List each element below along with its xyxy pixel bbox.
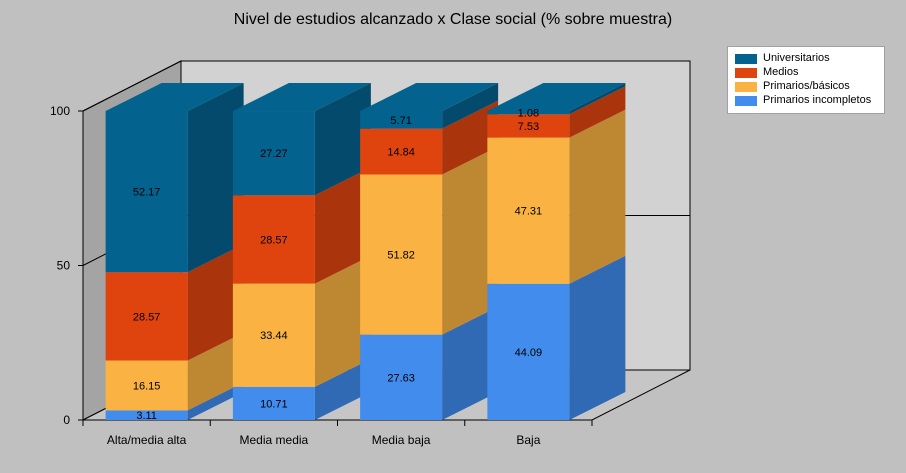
data-label: 27.63: [387, 372, 415, 384]
bar-segment: [232, 111, 315, 196]
bar-segment: [232, 386, 315, 420]
legend-swatch: [735, 96, 757, 106]
bar-side: [187, 83, 244, 273]
x-tick-label: Media media: [240, 433, 309, 447]
bar-side: [442, 146, 499, 335]
bar-side: [569, 109, 626, 284]
legend-swatch: [735, 68, 757, 78]
data-label: 10.71: [260, 398, 288, 410]
bar-top: [105, 83, 244, 111]
data-label: 44.09: [515, 347, 543, 359]
bar-side: [314, 255, 371, 387]
bar-side: [187, 332, 244, 411]
bar-segment: [105, 360, 188, 411]
legend-label: Primarios incompletos: [763, 94, 872, 106]
y-tick-label: 50: [57, 259, 71, 273]
bar-segment: [360, 111, 443, 129]
bar-segment: [360, 334, 443, 420]
bar-side: [569, 82, 626, 115]
bar-side: [442, 306, 499, 420]
data-label: 16.15: [133, 380, 161, 392]
data-label: 52.17: [133, 187, 161, 199]
legend-label: Universitarios: [763, 52, 830, 64]
data-label: 1.08: [518, 108, 539, 120]
x-tick-label: Baja: [516, 433, 540, 447]
legend: Universitarios Medios Primarios/básicos Pri…: [727, 46, 885, 114]
y-tick-label: 100: [50, 104, 70, 118]
chart-title: Nivel de estudios alcanzado x Clase soci…: [233, 11, 673, 28]
data-label: 5.71: [390, 115, 411, 127]
legend-label: Primarios/básicos: [763, 80, 850, 92]
bar-side: [314, 358, 371, 420]
data-label: 7.53: [518, 121, 539, 133]
bar-segment: [360, 128, 443, 175]
bar-segment: [487, 110, 570, 115]
data-label: 33.44: [260, 330, 288, 342]
bar-segment: [105, 272, 188, 361]
bar-side: [569, 86, 626, 138]
bar-segment: [487, 114, 570, 138]
data-label: 3.11: [136, 410, 157, 422]
legend-label: Medios: [763, 66, 799, 78]
bar-top: [487, 82, 626, 111]
bar-side: [442, 100, 499, 175]
legend-swatch: [735, 82, 757, 92]
bar-segment: [232, 195, 315, 284]
data-label: 27.27: [260, 148, 288, 160]
gridline: [82, 60, 690, 112]
bar-segment: [360, 174, 443, 335]
bar-side: [187, 244, 244, 361]
bar-segment: [487, 137, 570, 284]
bar-segment: [232, 283, 315, 387]
data-label: 28.57: [133, 311, 161, 323]
bar-segment: [105, 410, 188, 420]
bar-segment: [487, 283, 570, 420]
data-label: 28.57: [260, 234, 288, 246]
bar-side: [314, 167, 371, 284]
bar-side: [442, 83, 499, 129]
bar-side: [569, 255, 626, 420]
bar-top: [232, 83, 371, 112]
x-tick-label: Alta/media alta: [107, 433, 187, 447]
data-label: 14.84: [387, 147, 415, 159]
bar-side: [314, 83, 371, 196]
data-label: 51.82: [387, 250, 415, 262]
bar-side: [187, 382, 244, 420]
legend-swatch: [735, 54, 757, 64]
bar-segment: [105, 111, 188, 273]
x-tick-label: Media baja: [372, 433, 431, 447]
bar-top: [360, 83, 499, 111]
data-label: 47.31: [515, 206, 543, 218]
y-tick-label: 0: [63, 413, 70, 427]
